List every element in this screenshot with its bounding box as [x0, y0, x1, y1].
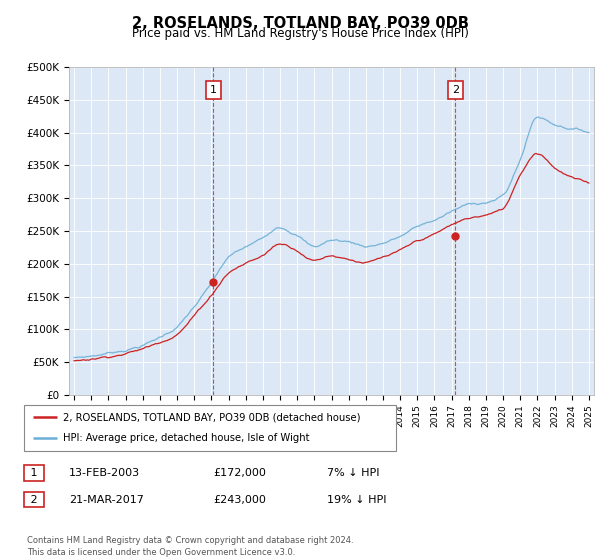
Text: HPI: Average price, detached house, Isle of Wight: HPI: Average price, detached house, Isle… [63, 433, 310, 444]
FancyBboxPatch shape [24, 405, 396, 451]
Text: 19% ↓ HPI: 19% ↓ HPI [327, 494, 386, 505]
Text: Contains HM Land Registry data © Crown copyright and database right 2024.
This d: Contains HM Land Registry data © Crown c… [27, 536, 353, 557]
Text: 2: 2 [452, 85, 459, 95]
Text: 2: 2 [27, 494, 41, 505]
Text: £243,000: £243,000 [213, 494, 266, 505]
Text: 2, ROSELANDS, TOTLAND BAY, PO39 0DB (detached house): 2, ROSELANDS, TOTLAND BAY, PO39 0DB (det… [63, 412, 361, 422]
Text: 1: 1 [210, 85, 217, 95]
Text: 7% ↓ HPI: 7% ↓ HPI [327, 468, 380, 478]
Text: 1: 1 [27, 468, 41, 478]
Text: 2, ROSELANDS, TOTLAND BAY, PO39 0DB: 2, ROSELANDS, TOTLAND BAY, PO39 0DB [131, 16, 469, 31]
Text: Price paid vs. HM Land Registry's House Price Index (HPI): Price paid vs. HM Land Registry's House … [131, 27, 469, 40]
Text: 21-MAR-2017: 21-MAR-2017 [69, 494, 144, 505]
Text: 13-FEB-2003: 13-FEB-2003 [69, 468, 140, 478]
Text: £172,000: £172,000 [213, 468, 266, 478]
